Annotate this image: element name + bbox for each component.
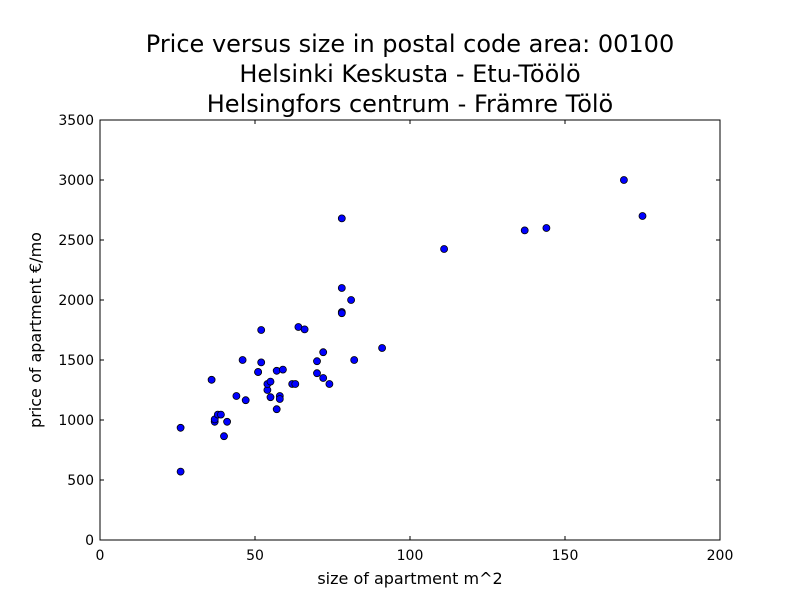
data-point	[520, 226, 529, 235]
y-tick-label: 2000	[58, 293, 94, 309]
y-axis-label: price of apartment €/mo	[26, 232, 45, 428]
data-point	[337, 284, 346, 292]
x-tick-label: 0	[96, 548, 105, 564]
data-point	[223, 417, 232, 426]
data-point	[266, 393, 275, 402]
y-tick-label: 1000	[58, 413, 94, 429]
data-point	[278, 365, 287, 374]
data-point	[257, 358, 266, 367]
data-point	[319, 348, 328, 357]
data-point	[275, 395, 284, 403]
chart-title-line-1: Price versus size in postal code area: 0…	[146, 30, 674, 58]
data-point	[620, 176, 628, 184]
data-point	[176, 423, 185, 432]
x-tick-label: 200	[707, 548, 734, 564]
data-point	[272, 405, 281, 414]
data-point	[257, 326, 266, 334]
data-point	[337, 309, 346, 318]
data-point	[325, 380, 334, 388]
data-point	[319, 374, 328, 382]
data-point	[347, 296, 356, 304]
data-point	[176, 467, 185, 476]
y-tick-label: 2500	[58, 233, 94, 249]
y-tick-label: 0	[85, 533, 94, 549]
data-point	[232, 392, 241, 400]
y-tick-label: 3500	[58, 113, 94, 129]
y-tick-label: 1500	[58, 353, 94, 369]
data-point	[238, 356, 247, 364]
x-axis-label: size of apartment m^2	[317, 569, 502, 588]
data-point	[291, 380, 300, 388]
data-point	[272, 366, 281, 375]
data-point	[313, 369, 321, 378]
data-point	[378, 344, 387, 352]
x-tick-label: 100	[397, 548, 424, 564]
data-point	[440, 245, 449, 253]
y-tick-label: 500	[67, 473, 94, 489]
y-tick-label: 3000	[58, 173, 94, 189]
x-tick-label: 150	[552, 548, 579, 564]
data-point	[220, 432, 228, 441]
data-point	[313, 357, 321, 366]
data-point	[216, 410, 225, 419]
x-tick-label: 50	[246, 548, 264, 564]
data-point	[542, 224, 551, 232]
chart-title-line-3: Helsingfors centrum - Främre Tölö	[207, 90, 614, 118]
plot-frame	[99, 119, 721, 541]
data-point	[350, 356, 359, 364]
chart-title-line-2: Helsinki Keskusta - Etu-Töölö	[239, 60, 580, 88]
chart-title: Price versus size in postal code area: 0…	[146, 30, 674, 118]
data-point	[638, 212, 647, 220]
data-point	[241, 396, 250, 405]
data-points	[176, 176, 647, 476]
data-point	[300, 325, 309, 334]
data-point	[207, 375, 216, 384]
data-point	[337, 214, 346, 223]
y-axis-ticks: 0 500 1000 1500 2000 2500 3000 3500	[58, 113, 720, 549]
x-axis-ticks: 0 50 100 150 200	[96, 120, 734, 564]
data-point	[254, 368, 263, 376]
data-point	[266, 377, 275, 386]
